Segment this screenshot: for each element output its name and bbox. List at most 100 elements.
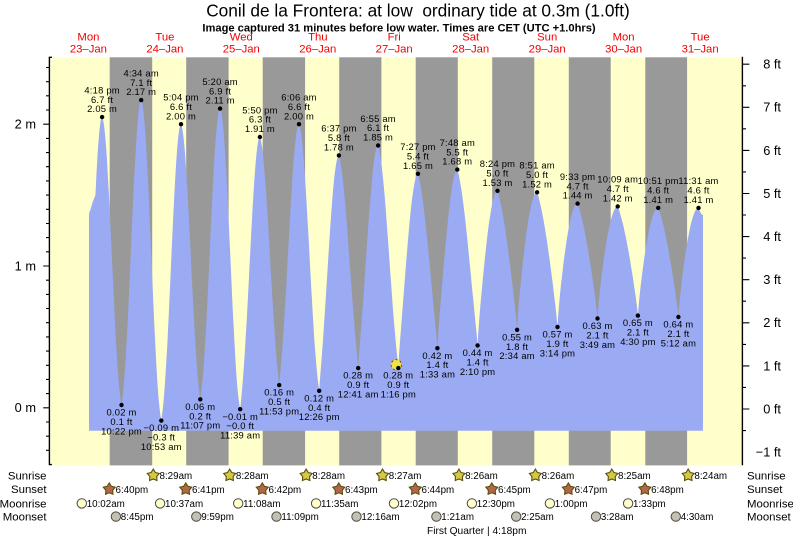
svg-text:0.44 m: 0.44 m <box>463 347 493 358</box>
svg-text:5:50 pm: 5:50 pm <box>242 104 277 115</box>
svg-text:0.02 m: 0.02 m <box>107 407 137 418</box>
svg-text:6 ft: 6 ft <box>763 143 781 158</box>
svg-text:11:09pm: 11:09pm <box>281 512 318 523</box>
svg-text:1.52 m: 1.52 m <box>522 178 552 189</box>
svg-text:−0.3 ft: −0.3 ft <box>147 432 175 443</box>
svg-text:First Quarter | 4:18pm: First Quarter | 4:18pm <box>427 526 526 537</box>
svg-text:1.4 ft: 1.4 ft <box>467 356 489 367</box>
svg-text:Thu: Thu <box>308 32 327 44</box>
svg-text:1.44 m: 1.44 m <box>563 190 593 201</box>
svg-text:1.68 m: 1.68 m <box>442 156 472 167</box>
svg-text:Tue: Tue <box>691 32 710 44</box>
svg-text:Moonset: Moonset <box>3 512 48 524</box>
svg-text:0.12 m: 0.12 m <box>304 392 334 403</box>
svg-text:6.1 ft: 6.1 ft <box>367 122 389 133</box>
svg-text:1:33pm: 1:33pm <box>633 499 666 510</box>
svg-text:1:00pm: 1:00pm <box>555 499 588 510</box>
svg-text:6:06 am: 6:06 am <box>281 92 316 103</box>
svg-text:1:33 am: 1:33 am <box>420 369 455 380</box>
svg-text:4:30 pm: 4:30 pm <box>620 336 655 347</box>
svg-text:28–Jan: 28–Jan <box>452 43 489 55</box>
svg-text:12:41 am: 12:41 am <box>338 389 379 400</box>
svg-text:8 ft: 8 ft <box>763 57 781 72</box>
svg-text:1.41 m: 1.41 m <box>684 194 714 205</box>
svg-text:4:30am: 4:30am <box>681 512 714 523</box>
svg-text:23–Jan: 23–Jan <box>70 43 107 55</box>
svg-text:Sunset: Sunset <box>11 484 47 496</box>
svg-text:12:16am: 12:16am <box>361 512 399 523</box>
svg-text:−0.0 ft: −0.0 ft <box>226 420 254 431</box>
svg-text:2.17 m: 2.17 m <box>126 86 156 97</box>
svg-text:0.64 m: 0.64 m <box>663 319 693 330</box>
svg-text:1.78 m: 1.78 m <box>324 142 354 153</box>
svg-text:8:45pm: 8:45pm <box>121 512 154 523</box>
svg-text:12:02pm: 12:02pm <box>399 499 437 510</box>
svg-text:2.1 ft: 2.1 ft <box>667 328 689 339</box>
svg-text:0.5 ft: 0.5 ft <box>268 396 290 407</box>
svg-text:1 m: 1 m <box>15 258 36 273</box>
svg-text:11:53 pm: 11:53 pm <box>259 406 299 417</box>
svg-text:6:41pm: 6:41pm <box>192 485 225 496</box>
svg-text:0.2 ft: 0.2 ft <box>189 410 211 421</box>
svg-text:Sat: Sat <box>462 32 480 44</box>
svg-text:8:25am: 8:25am <box>618 471 651 482</box>
svg-text:6:48pm: 6:48pm <box>651 485 684 496</box>
svg-text:2 ft: 2 ft <box>763 315 781 330</box>
svg-text:−0.09 m: −0.09 m <box>143 422 179 433</box>
svg-text:25–Jan: 25–Jan <box>223 43 260 55</box>
svg-text:Sunrise: Sunrise <box>8 470 47 482</box>
svg-text:1.53 m: 1.53 m <box>483 177 513 188</box>
svg-text:0.28 m: 0.28 m <box>383 370 413 381</box>
svg-text:8:28am: 8:28am <box>312 471 345 482</box>
svg-text:1.85 m: 1.85 m <box>363 132 393 143</box>
svg-text:6:55 am: 6:55 am <box>360 113 395 124</box>
svg-text:7:48 am: 7:48 am <box>440 137 475 148</box>
svg-text:0.55 m: 0.55 m <box>502 331 532 342</box>
svg-text:24–Jan: 24–Jan <box>146 43 183 55</box>
svg-text:5.5 ft: 5.5 ft <box>446 146 468 157</box>
svg-text:5.0 ft: 5.0 ft <box>486 168 508 179</box>
svg-text:6:45pm: 6:45pm <box>498 485 531 496</box>
svg-text:31–Jan: 31–Jan <box>682 43 719 55</box>
svg-text:2.1 ft: 2.1 ft <box>586 330 608 341</box>
svg-text:1.91 m: 1.91 m <box>245 123 275 134</box>
svg-text:4.6 ft: 4.6 ft <box>647 185 669 196</box>
svg-text:5:04 pm: 5:04 pm <box>163 92 198 103</box>
svg-text:9:33 pm: 9:33 pm <box>560 171 595 182</box>
svg-text:8:26am: 8:26am <box>542 471 575 482</box>
svg-text:6:44pm: 6:44pm <box>422 485 455 496</box>
svg-text:11:31 am: 11:31 am <box>678 175 718 186</box>
svg-text:6:42pm: 6:42pm <box>269 485 302 496</box>
svg-text:2:34 am: 2:34 am <box>499 350 534 361</box>
svg-text:4.7 ft: 4.7 ft <box>567 180 589 191</box>
svg-text:4.6 ft: 4.6 ft <box>687 185 709 196</box>
svg-text:0.4 ft: 0.4 ft <box>308 402 330 413</box>
svg-text:6:40pm: 6:40pm <box>116 485 149 496</box>
svg-text:27–Jan: 27–Jan <box>376 43 413 55</box>
svg-text:8:27am: 8:27am <box>389 471 422 482</box>
svg-text:30–Jan: 30–Jan <box>605 43 642 55</box>
svg-text:5.4 ft: 5.4 ft <box>407 151 429 162</box>
svg-text:5.0 ft: 5.0 ft <box>526 169 548 180</box>
svg-text:1.4 ft: 1.4 ft <box>426 359 448 370</box>
svg-text:8:29am: 8:29am <box>160 471 193 482</box>
svg-text:11:39 am: 11:39 am <box>220 430 260 441</box>
svg-text:4.7 ft: 4.7 ft <box>607 183 629 194</box>
svg-text:8:51 am: 8:51 am <box>519 160 554 171</box>
svg-text:26–Jan: 26–Jan <box>299 43 336 55</box>
svg-text:2.00 m: 2.00 m <box>166 110 196 121</box>
svg-text:Sun: Sun <box>537 32 557 44</box>
svg-text:4:34 am: 4:34 am <box>123 67 158 78</box>
svg-text:Moonrise: Moonrise <box>0 498 47 510</box>
svg-text:6.7 ft: 6.7 ft <box>91 94 113 105</box>
svg-text:1 ft: 1 ft <box>763 358 781 373</box>
svg-text:1.9 ft: 1.9 ft <box>546 338 568 349</box>
svg-text:10:51 pm: 10:51 pm <box>638 175 679 186</box>
svg-text:0.9 ft: 0.9 ft <box>387 379 409 390</box>
svg-text:1.42 m: 1.42 m <box>603 193 633 204</box>
svg-text:Tue: Tue <box>155 32 174 44</box>
svg-text:−0.01 m: −0.01 m <box>222 411 258 422</box>
svg-text:10:53 am: 10:53 am <box>141 441 182 452</box>
svg-text:29–Jan: 29–Jan <box>529 43 566 55</box>
svg-text:4 ft: 4 ft <box>763 229 781 244</box>
